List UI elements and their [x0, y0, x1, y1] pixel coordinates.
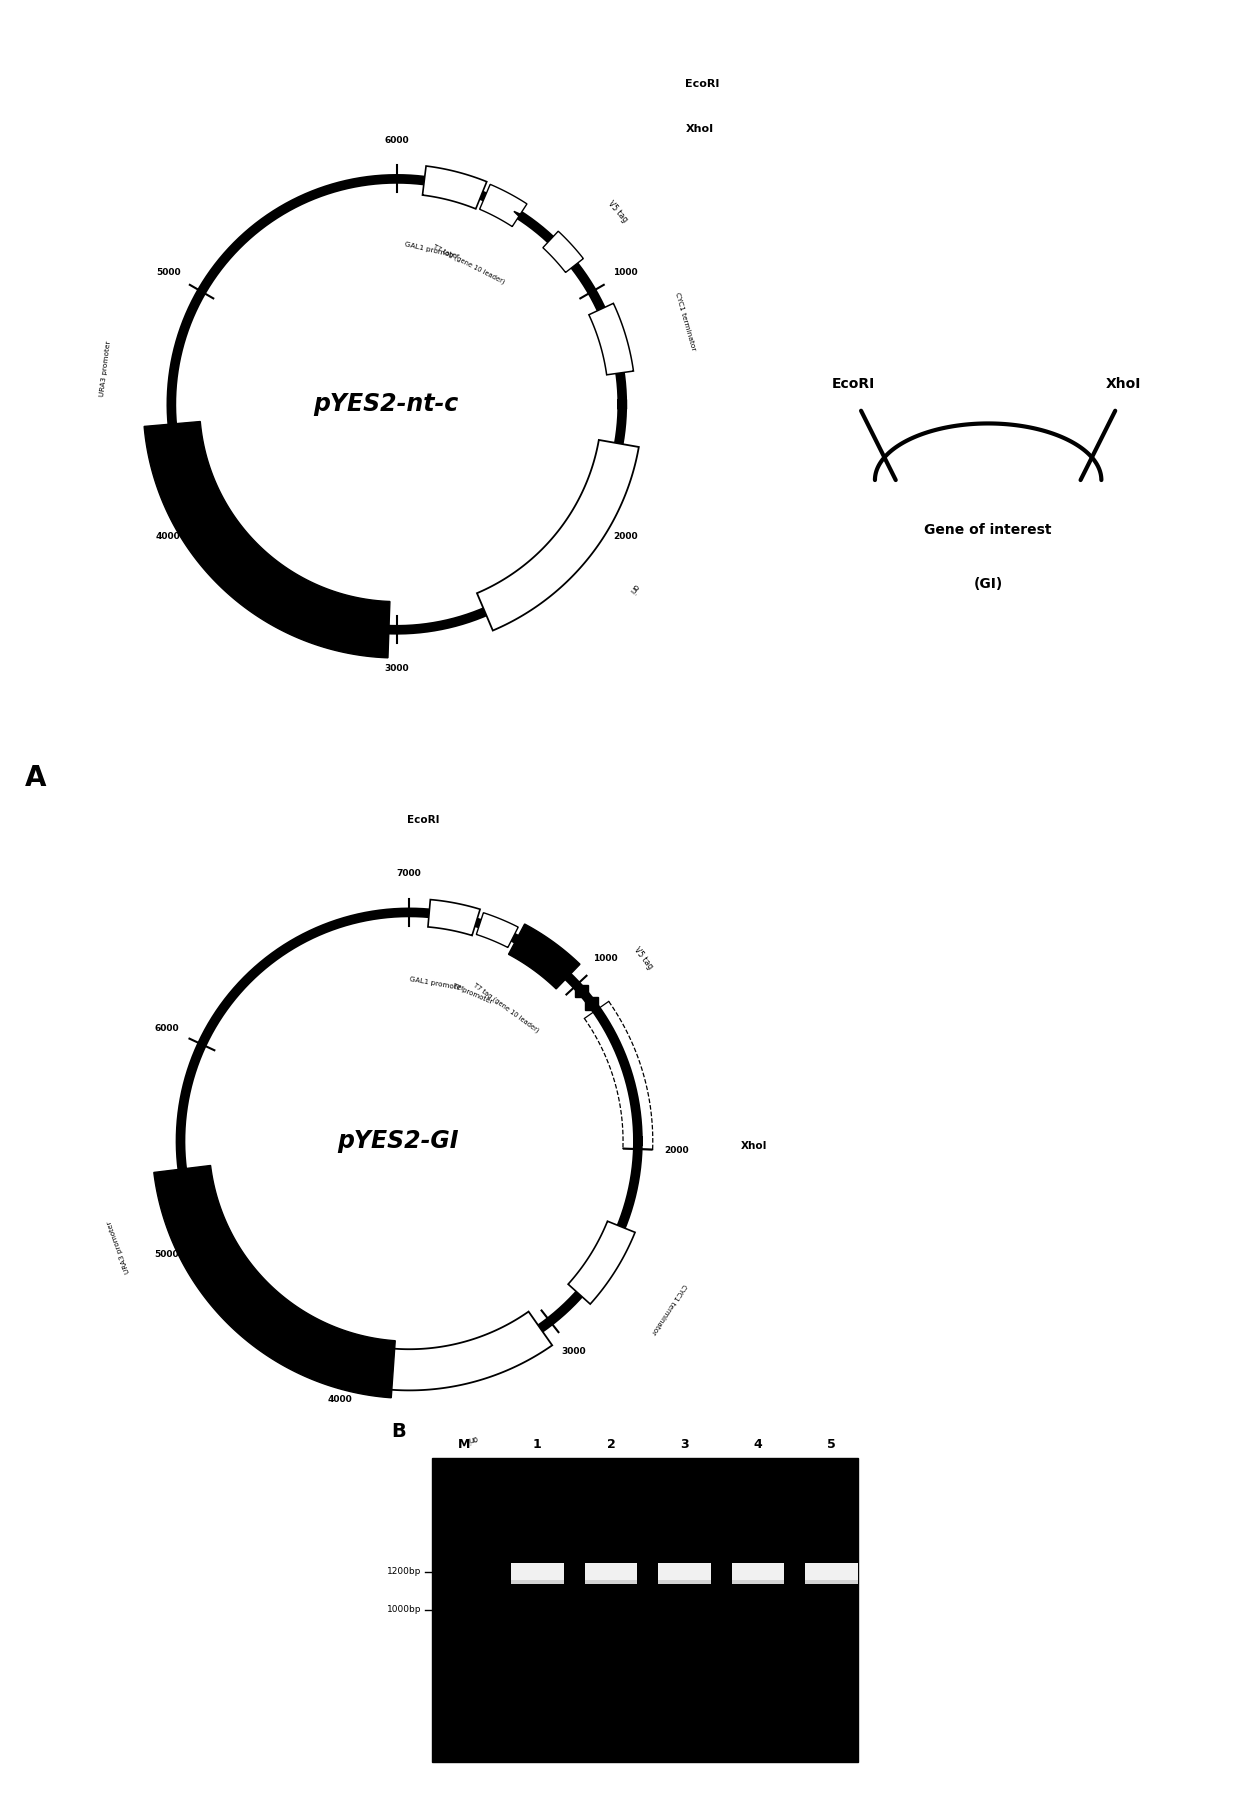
Bar [658, 1580, 711, 1583]
Text: GAL1 promoter: GAL1 promoter [404, 241, 460, 261]
Text: 5: 5 [827, 1438, 836, 1452]
Text: 4000: 4000 [156, 532, 181, 541]
Text: 1000bp: 1000bp [387, 1605, 422, 1614]
Text: 1000: 1000 [593, 954, 618, 963]
Polygon shape [508, 924, 580, 988]
Text: 3000: 3000 [384, 663, 409, 672]
Text: 1: 1 [533, 1438, 542, 1452]
Text: CYC1 terminator: CYC1 terminator [673, 291, 696, 352]
Text: 6000: 6000 [384, 137, 409, 146]
Text: M: M [458, 1438, 470, 1452]
Bar [658, 1563, 711, 1583]
Bar [511, 1563, 564, 1583]
Polygon shape [589, 304, 634, 376]
Text: 6000: 6000 [154, 1024, 179, 1033]
Text: Gene of interest: Gene of interest [924, 523, 1052, 537]
Text: V5 tag: V5 tag [606, 199, 630, 225]
Text: 3: 3 [681, 1438, 689, 1452]
Bar [732, 1563, 785, 1583]
Polygon shape [144, 422, 389, 658]
Text: CYC1 terminator: CYC1 terminator [650, 1283, 687, 1335]
Text: 2: 2 [606, 1438, 615, 1452]
Polygon shape [568, 1222, 635, 1305]
Text: GAL1 promoter: GAL1 promoter [409, 976, 465, 992]
Text: 5000: 5000 [154, 1249, 179, 1258]
Text: EcoRI: EcoRI [832, 377, 875, 392]
Bar [585, 1580, 637, 1583]
Polygon shape [480, 185, 527, 226]
Polygon shape [477, 440, 639, 631]
Text: 4: 4 [754, 1438, 763, 1452]
Text: A: A [25, 764, 46, 792]
Text: 1000: 1000 [613, 268, 637, 277]
Text: EcoRI: EcoRI [686, 79, 719, 90]
Polygon shape [585, 997, 598, 1010]
Polygon shape [476, 913, 518, 947]
Text: XhoI: XhoI [740, 1141, 768, 1150]
Bar [732, 1580, 785, 1583]
Polygon shape [345, 1312, 552, 1391]
Polygon shape [575, 985, 588, 997]
Text: (GI): (GI) [973, 577, 1003, 591]
Polygon shape [513, 212, 532, 225]
Text: 2000: 2000 [665, 1146, 689, 1155]
Text: 5000: 5000 [156, 268, 181, 277]
Text: ori: ori [626, 582, 640, 595]
Text: 7000: 7000 [397, 870, 422, 879]
Polygon shape [175, 1190, 216, 1251]
Text: XhoI: XhoI [1105, 377, 1141, 392]
Polygon shape [154, 1166, 396, 1398]
Text: B: B [391, 1423, 405, 1441]
Bar [511, 1580, 564, 1583]
Text: ori: ori [466, 1434, 479, 1445]
Bar [806, 1580, 858, 1583]
Text: URA3 promoter: URA3 promoter [107, 1220, 131, 1274]
Polygon shape [543, 232, 583, 273]
Text: 4000: 4000 [327, 1394, 352, 1403]
Text: 2000: 2000 [613, 532, 637, 541]
Polygon shape [527, 219, 544, 235]
Text: EcoRI: EcoRI [407, 816, 439, 825]
Text: 1200bp: 1200bp [387, 1567, 422, 1576]
Bar [432, 1457, 858, 1761]
Polygon shape [165, 449, 202, 505]
Text: pYES2-GI: pYES2-GI [337, 1129, 459, 1154]
Text: T7 tag (gene 10 leader): T7 tag (gene 10 leader) [472, 981, 541, 1033]
Text: URA3 promoter: URA3 promoter [99, 340, 113, 397]
Text: pYES2-nt-c: pYES2-nt-c [312, 392, 458, 417]
Text: T7 tag (gene 10 leader): T7 tag (gene 10 leader) [432, 243, 506, 284]
Polygon shape [423, 165, 487, 208]
Text: V5 tag: V5 tag [632, 945, 655, 970]
Text: 3000: 3000 [562, 1348, 587, 1357]
Text: XhoI: XhoI [686, 124, 713, 135]
Text: T7 promoter: T7 promoter [450, 983, 492, 1005]
Bar [806, 1563, 858, 1583]
Polygon shape [428, 900, 480, 936]
Bar [585, 1563, 637, 1583]
